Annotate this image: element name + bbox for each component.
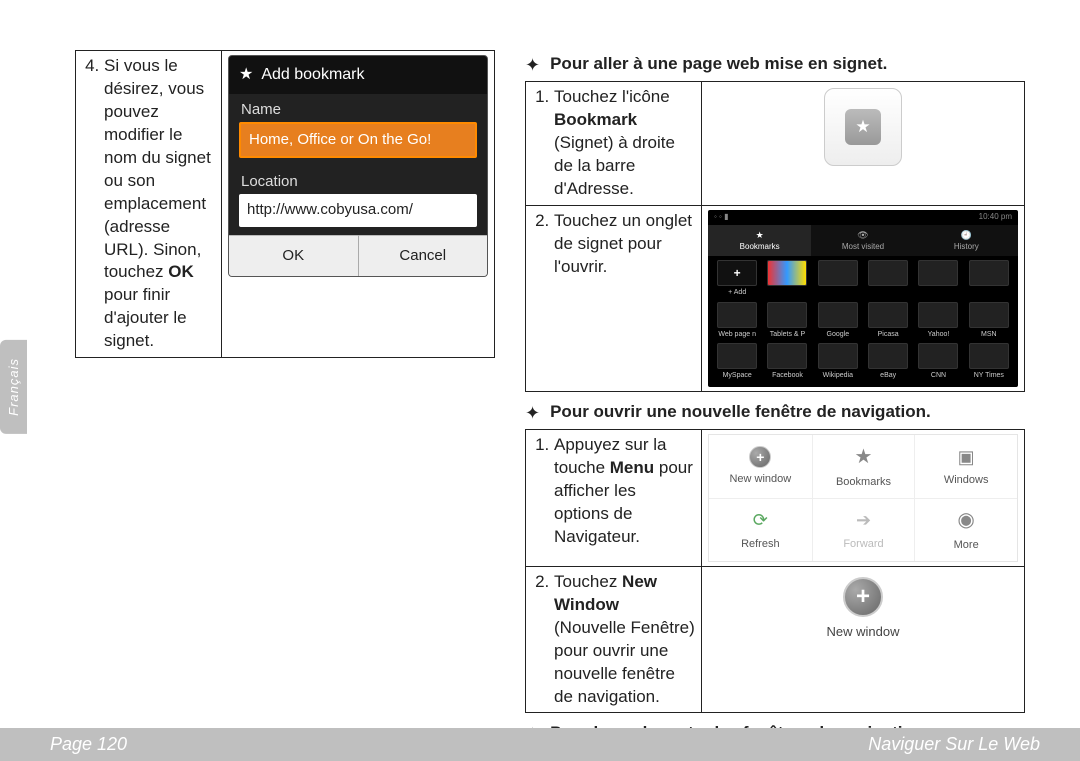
diamond-icon: ✦ <box>525 402 540 425</box>
tab-most-visited[interactable]: 👁Most visited <box>811 225 914 257</box>
text: Touchez <box>554 572 622 591</box>
star-icon: ★ <box>239 64 253 86</box>
new-window-label: New window <box>827 623 900 641</box>
bookmark-cell[interactable]: CNN <box>913 343 963 380</box>
menu-refresh[interactable]: ⟳ Refresh <box>709 498 812 561</box>
text: (Signet) à droite de la barre d'Adresse. <box>554 133 675 198</box>
bookmark-cell[interactable] <box>813 260 863 297</box>
bookmark-cell[interactable]: MySpace <box>712 343 762 380</box>
text-bold: Menu <box>610 458 654 477</box>
bookmark-cell[interactable]: Web page n <box>712 302 762 339</box>
bookmark-cell[interactable]: ++ Add <box>712 260 762 297</box>
bookmark-cell[interactable] <box>762 260 812 297</box>
refresh-icon: ⟳ <box>753 508 768 532</box>
bookmark-name-input[interactable]: Home, Office or On the Go! <box>239 122 477 158</box>
bookmark-grid: ++ Add Web page nTablets & PGooglePicasa… <box>708 256 1018 380</box>
bookmark-cell[interactable]: Tablets & P <box>762 302 812 339</box>
section-2-heading: Pour ouvrir une nouvelle fenêtre de navi… <box>550 402 931 422</box>
bookmark-cell[interactable]: eBay <box>863 343 913 380</box>
section-1-table: Touchez l'icône Bookmark (Signet) à droi… <box>525 81 1025 391</box>
sec1-step2: Touchez un onglet de signet pour l'ouvri… <box>554 210 695 279</box>
forward-icon: ➔ <box>856 508 871 532</box>
diamond-icon: ✦ <box>525 54 540 77</box>
bookmark-cell[interactable]: Picasa <box>863 302 913 339</box>
text-bold: OK <box>168 262 194 281</box>
add-bookmark-dialog: ★ Add bookmark Name Home, Office or On t… <box>228 55 488 277</box>
tab-bookmarks[interactable]: ★Bookmarks <box>708 225 811 257</box>
menu-new-window[interactable]: + New window <box>709 435 812 498</box>
text: Touchez l'icône <box>554 87 670 106</box>
cancel-button[interactable]: Cancel <box>358 235 488 276</box>
bookmark-cell[interactable]: Yahoo! <box>913 302 963 339</box>
bookmark-cell[interactable]: NY Times <box>964 343 1014 380</box>
bookmark-icon: ★ <box>855 444 873 471</box>
section-1-heading: Pour aller à une page web mise en signet… <box>550 54 887 74</box>
section-2-table: Appuyez sur la touche Menu pour afficher… <box>525 429 1025 713</box>
bookmark-cell[interactable] <box>964 260 1014 297</box>
right-column: ✦ Pour aller à une page web mise en sign… <box>525 50 1025 751</box>
plus-icon: + <box>749 446 771 468</box>
bookmark-tabs: ★Bookmarks 👁Most visited 🕘History <box>708 225 1018 257</box>
plus-icon: + <box>843 577 883 617</box>
menu-more[interactable]: ◉ More <box>914 498 1017 561</box>
section-2-heading-row: ✦ Pour ouvrir une nouvelle fenêtre de na… <box>525 402 1025 425</box>
bookmark-cell[interactable]: Wikipedia <box>813 343 863 380</box>
bookmarks-screen: ◦ ◦ ▮10:40 pm ★Bookmarks 👁Most visited 🕘… <box>708 210 1018 387</box>
bookmark-location-input[interactable]: http://www.cobyusa.com/ <box>239 194 477 226</box>
status-bar: ◦ ◦ ▮10:40 pm <box>708 210 1018 225</box>
left-column: Si vous le désirez, vous pouvez modifier… <box>75 50 495 751</box>
bookmark-cell[interactable] <box>913 260 963 297</box>
clock-text: 10:40 pm <box>979 212 1012 223</box>
ok-button[interactable]: OK <box>229 235 358 276</box>
dialog-title-text: Add bookmark <box>261 64 364 86</box>
section-1-heading-row: ✦ Pour aller à une page web mise en sign… <box>525 54 1025 77</box>
bookmark-cell[interactable]: Facebook <box>762 343 812 380</box>
new-window-button[interactable]: + New window <box>708 571 1018 647</box>
text: (Nouvelle Fenêtre) pour ouvrir une nouve… <box>554 618 695 706</box>
page-footer: Page 120 Naviguer Sur Le Web <box>0 728 1080 761</box>
windows-icon: ▣ <box>958 445 975 469</box>
left-step-4: Si vous le désirez, vous pouvez modifier… <box>104 55 215 353</box>
tab-history[interactable]: 🕘History <box>915 225 1018 257</box>
name-label: Name <box>229 94 487 122</box>
text: pour finir d'ajouter le signet. <box>104 285 187 350</box>
add-bookmark-table: Si vous le désirez, vous pouvez modifier… <box>75 50 495 358</box>
bookmark-icon-tile[interactable]: ★ <box>824 88 902 166</box>
footer-page: Page 120 <box>50 734 127 755</box>
browser-menu: + New window ★ Bookmarks ▣ Windows <box>708 434 1018 562</box>
sec1-step1: Touchez l'icône Bookmark (Signet) à droi… <box>554 86 695 201</box>
footer-section: Naviguer Sur Le Web <box>868 734 1040 755</box>
text: Si vous le désirez, vous pouvez modifier… <box>104 56 211 281</box>
menu-bookmarks[interactable]: ★ Bookmarks <box>812 435 915 498</box>
bookmark-cell[interactable] <box>863 260 913 297</box>
menu-forward: ➔ Forward <box>812 498 915 561</box>
sec2-step2: Touchez New Window (Nouvelle Fenêtre) po… <box>554 571 695 709</box>
page-body: Si vous le désirez, vous pouvez modifier… <box>0 0 1080 761</box>
bookmark-cell[interactable]: MSN <box>964 302 1014 339</box>
text-bold: Bookmark <box>554 110 637 129</box>
dialog-title: ★ Add bookmark <box>229 56 487 94</box>
more-icon: ◉ <box>957 507 974 534</box>
bookmark-star-icon: ★ <box>845 109 881 145</box>
bookmark-cell[interactable]: Google <box>813 302 863 339</box>
location-label: Location <box>229 166 487 194</box>
menu-windows[interactable]: ▣ Windows <box>914 435 1017 498</box>
sec2-step1: Appuyez sur la touche Menu pour afficher… <box>554 434 695 549</box>
